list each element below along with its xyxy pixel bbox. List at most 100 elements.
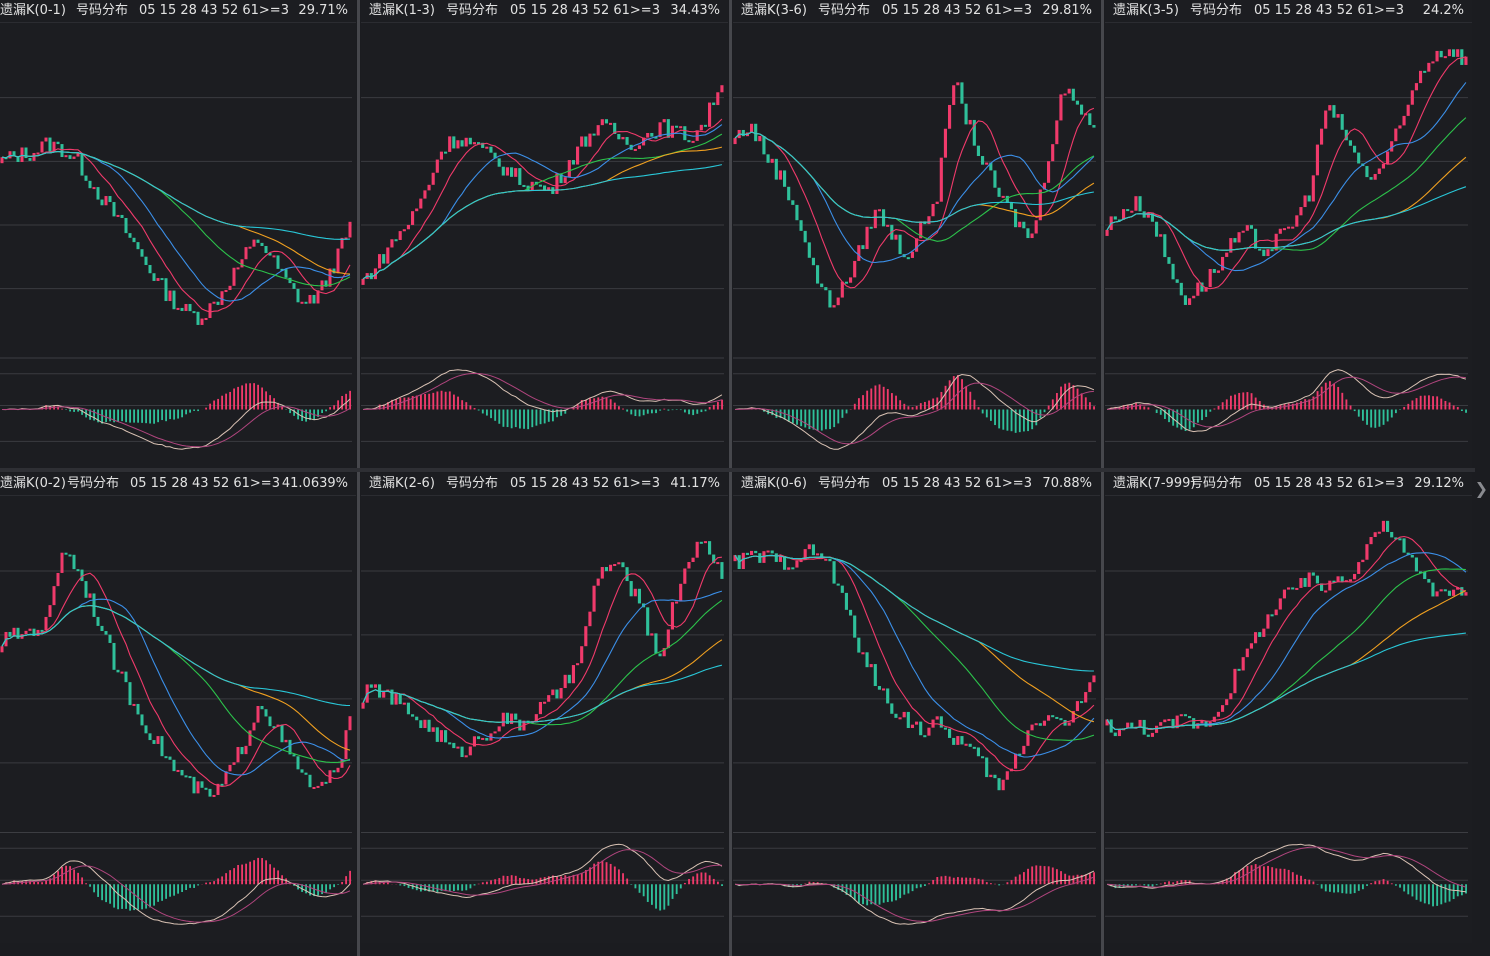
kline-panel-5[interactable]: 遗漏K(0-2) 号码分布 05 15 28 43 52 61>=3 41.06…: [0, 473, 356, 943]
candle: [770, 550, 774, 554]
macd-bar: [129, 409, 131, 423]
kline-panel-6[interactable]: 遗漏K(2-6) 号码分布 05 15 28 43 52 61>=3 41.17…: [361, 473, 728, 943]
candle: [40, 141, 44, 153]
candle: [20, 147, 24, 162]
macd-bar: [461, 400, 464, 410]
macd-bar: [386, 881, 389, 885]
kline-panel-1[interactable]: 遗漏K(0-1) 号码分布 05 15 28 43 52 61>=3 29.71…: [0, 0, 356, 468]
macd-bar: [1147, 407, 1150, 410]
macd-bar: [704, 872, 707, 885]
kline-chart[interactable]: [361, 0, 728, 468]
panel-subtitle: 号码分布: [818, 3, 871, 18]
macd-bar: [73, 869, 75, 885]
macd-bar: [133, 884, 135, 911]
macd-bar: [1225, 878, 1228, 885]
candle: [204, 787, 208, 790]
kline-panel-3[interactable]: 遗漏K(3-6) 号码分布 05 15 28 43 52 61>=3 29.81…: [733, 0, 1100, 468]
macd-bar: [1378, 409, 1381, 427]
kline-panel-2[interactable]: 遗漏K(1-3) 号码分布 05 15 28 43 52 61>=3 34.43…: [361, 0, 728, 468]
macd-histogram: [5, 383, 351, 424]
candles: [0, 552, 352, 797]
candle: [1080, 701, 1084, 704]
macd-bar: [193, 409, 195, 411]
macd-bar: [1304, 879, 1307, 885]
candle: [80, 153, 84, 176]
ma-line-40: [1, 150, 351, 287]
kline-chart[interactable]: [1105, 0, 1472, 468]
candle: [703, 541, 707, 544]
macd-bar: [1386, 409, 1389, 422]
candle: [264, 709, 268, 717]
chevron-right-icon[interactable]: ❯: [1474, 479, 1488, 498]
candle: [985, 757, 989, 778]
macd-bar: [432, 392, 435, 410]
macd-bar: [1047, 405, 1050, 410]
kline-panel-7[interactable]: 遗漏K(0-6) 号码分布 05 15 28 43 52 61>=3 70.88…: [733, 473, 1100, 943]
kline-chart[interactable]: [1105, 473, 1472, 943]
panel-subtitle: 号码分布: [446, 476, 499, 491]
macd-bar: [407, 884, 410, 888]
column-separator[interactable]: [357, 0, 360, 956]
macd-bar: [824, 409, 827, 430]
macd-bar: [141, 884, 143, 910]
macd-bar: [551, 875, 554, 885]
macd-bar: [1407, 403, 1410, 410]
candle: [1357, 152, 1361, 164]
kline-panel-4[interactable]: 遗漏K(3-5) 号码分布 05 15 28 43 52 61>=3 24.2%: [1105, 0, 1472, 468]
macd-bar: [1238, 392, 1241, 410]
ma-line-60: [734, 554, 1095, 723]
column-separator[interactable]: [729, 0, 732, 956]
candle: [716, 92, 720, 106]
candle: [477, 142, 481, 145]
macd-bar: [973, 877, 976, 885]
candle: [60, 144, 64, 158]
candle: [1414, 83, 1418, 91]
macd-bar: [1333, 383, 1335, 410]
candle: [1067, 88, 1071, 94]
macd-bar: [1039, 865, 1042, 885]
macd-bar: [153, 409, 155, 424]
candle: [758, 553, 762, 563]
kline-chart[interactable]: [733, 473, 1100, 943]
macd-bar: [1006, 882, 1009, 885]
candle: [956, 736, 960, 745]
macd-bar: [572, 874, 575, 885]
candle: [948, 728, 952, 738]
column-separator[interactable]: [1101, 0, 1104, 956]
panel-subtitle: 号码分布: [1190, 3, 1243, 18]
macd-bar: [1155, 884, 1158, 886]
candle: [1278, 598, 1282, 610]
row-separator[interactable]: [0, 468, 1475, 472]
candle: [646, 607, 650, 636]
ma-line-90: [362, 164, 723, 280]
kline-chart[interactable]: [361, 473, 728, 943]
candle: [439, 151, 443, 160]
kline-panel-8[interactable]: 遗漏K(7-999) 号码分布 05 15 28 43 52 61>=3 29.…: [1105, 473, 1472, 943]
candle: [208, 788, 212, 797]
kline-chart[interactable]: [0, 0, 356, 468]
macd-bar: [1130, 884, 1133, 886]
candle: [1390, 531, 1394, 538]
candle: [666, 119, 670, 138]
candle: [687, 561, 691, 569]
macd-bar: [601, 396, 604, 410]
macd-bar: [1072, 875, 1075, 885]
candle: [340, 237, 344, 249]
macd-bar: [601, 860, 604, 885]
macd-bar: [593, 863, 596, 885]
kline-chart[interactable]: [0, 473, 356, 943]
candle: [32, 152, 36, 161]
ma-line-90: [734, 554, 1094, 672]
kline-chart[interactable]: [733, 0, 1100, 468]
candle: [427, 184, 431, 191]
candle: [733, 138, 737, 145]
macd-bar: [1018, 409, 1021, 433]
macd-bar: [1027, 868, 1029, 885]
macd-bar: [531, 879, 534, 885]
macd-bar: [1432, 396, 1434, 410]
macd-bar: [820, 409, 823, 431]
candle: [1254, 632, 1258, 644]
candle: [136, 242, 140, 250]
candle: [687, 140, 691, 143]
candle: [844, 281, 848, 284]
